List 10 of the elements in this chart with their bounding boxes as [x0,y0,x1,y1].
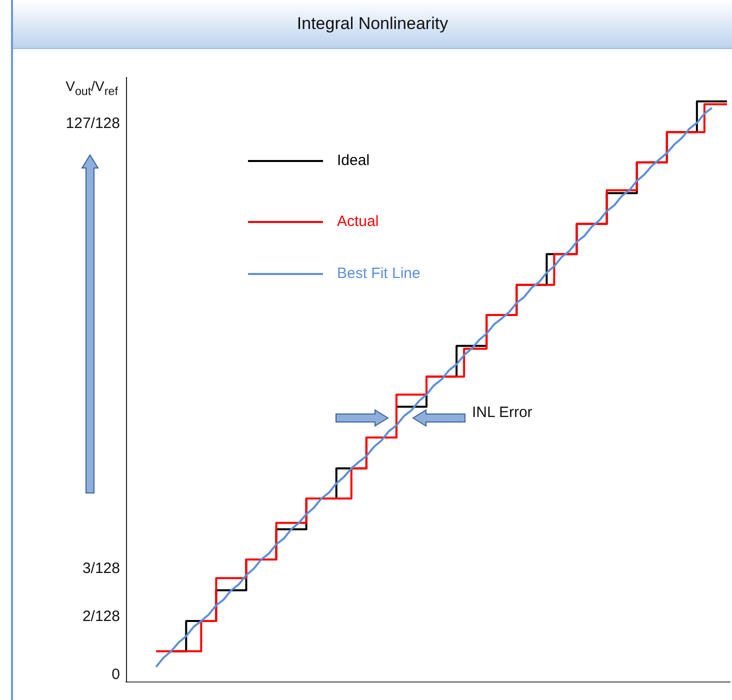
text: 2/128 [82,608,120,626]
chart-title: Integral Nonlinearity [13,0,732,49]
text: 3/128 [82,560,120,578]
text: 127/128 [66,115,120,133]
text: 0 [112,666,120,684]
legend-label: Ideal [337,152,370,170]
annotation: INL Error [472,404,532,422]
text: V$_{out}$/V$_{ref}$ [66,77,118,100]
legend-label: Best Fit Line [337,265,420,282]
legend-label: Actual [337,213,379,230]
